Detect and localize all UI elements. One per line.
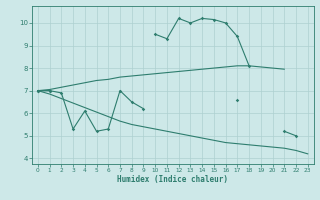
X-axis label: Humidex (Indice chaleur): Humidex (Indice chaleur) <box>117 175 228 184</box>
